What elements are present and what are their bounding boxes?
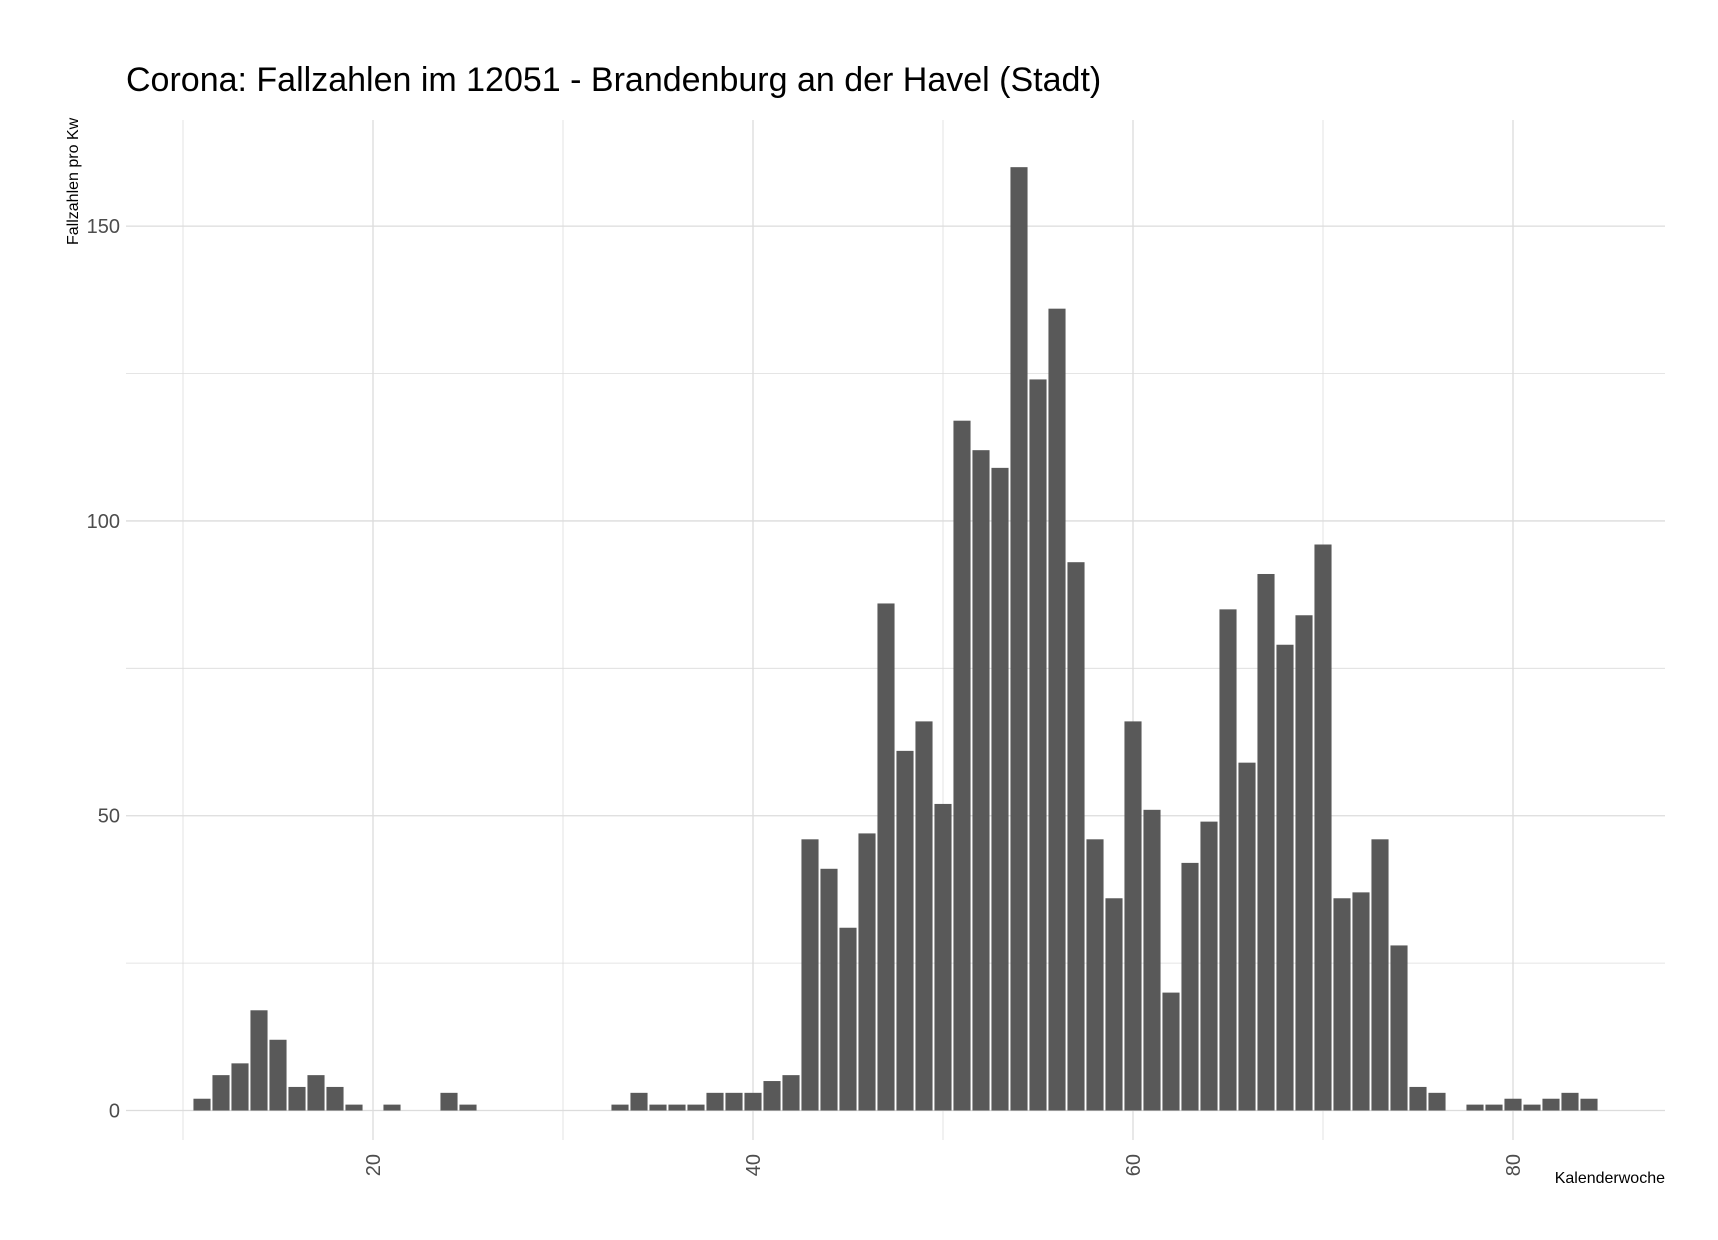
bar <box>1029 379 1047 1111</box>
bar <box>687 1104 705 1111</box>
bar <box>1295 615 1313 1111</box>
x-tick-label: 20 <box>363 1154 385 1176</box>
bar <box>649 1104 667 1111</box>
y-tick-label: 0 <box>109 1101 120 1123</box>
bar <box>725 1092 743 1111</box>
x-axis-label: Kalenderwoche <box>1555 1170 1665 1187</box>
grid-layer <box>126 120 1665 1140</box>
bar <box>1105 898 1123 1111</box>
bar <box>1257 573 1275 1111</box>
bar <box>1371 839 1389 1111</box>
bar <box>250 1010 268 1111</box>
bar <box>668 1104 686 1111</box>
bar <box>611 1104 629 1111</box>
bar <box>1200 821 1218 1111</box>
bar <box>1048 308 1066 1111</box>
bar <box>1276 644 1294 1111</box>
bar <box>782 1075 800 1111</box>
bar <box>1390 945 1408 1111</box>
bar <box>1143 809 1161 1111</box>
bar <box>763 1081 781 1111</box>
bar <box>896 750 914 1111</box>
tick-labels-layer: 0 50 100 150 20 40 60 80 <box>87 216 1525 1176</box>
bar <box>991 467 1009 1111</box>
bar <box>326 1086 344 1111</box>
bar <box>1010 167 1028 1111</box>
bar <box>440 1092 458 1111</box>
bar <box>1466 1104 1484 1111</box>
bar <box>1352 892 1370 1111</box>
bar <box>1561 1092 1579 1111</box>
bar <box>1333 898 1351 1111</box>
bar <box>1238 762 1256 1111</box>
bar <box>1523 1104 1541 1111</box>
bar <box>1219 609 1237 1111</box>
x-tick-label: 80 <box>1503 1154 1525 1176</box>
bar <box>193 1098 211 1111</box>
bar <box>307 1075 325 1111</box>
bar <box>934 803 952 1111</box>
bar <box>1086 839 1104 1111</box>
bar <box>1504 1098 1522 1111</box>
bar <box>858 833 876 1111</box>
bar <box>1409 1086 1427 1111</box>
bar <box>383 1104 401 1111</box>
bar <box>630 1092 648 1111</box>
bar <box>1314 544 1332 1111</box>
bar <box>820 868 838 1111</box>
bar <box>1485 1104 1503 1111</box>
bar <box>1580 1098 1598 1111</box>
y-axis-label: Fallzahlen pro Kw <box>65 117 82 245</box>
bar <box>1162 992 1180 1111</box>
bar <box>212 1075 230 1111</box>
bar <box>231 1063 249 1111</box>
bar <box>288 1086 306 1111</box>
bar <box>1067 562 1085 1111</box>
bar <box>1542 1098 1560 1111</box>
bar <box>744 1092 762 1111</box>
y-tick-label: 150 <box>87 216 120 238</box>
bar <box>972 450 990 1111</box>
bar <box>1181 862 1199 1111</box>
bar <box>915 721 933 1111</box>
bar <box>839 927 857 1111</box>
bar <box>459 1104 477 1111</box>
bar <box>1124 721 1142 1111</box>
bars-layer <box>193 167 1598 1111</box>
bar <box>953 420 971 1111</box>
bar <box>801 839 819 1111</box>
chart-title: Corona: Fallzahlen im 12051 - Brandenbur… <box>126 61 1101 99</box>
x-tick-label: 40 <box>743 1154 765 1176</box>
bar <box>345 1104 363 1111</box>
bar <box>269 1039 287 1111</box>
y-tick-label: 50 <box>98 806 120 828</box>
bar <box>706 1092 724 1111</box>
x-tick-label: 60 <box>1123 1154 1145 1176</box>
y-tick-label: 100 <box>87 511 120 533</box>
bar <box>877 603 895 1111</box>
bar <box>1428 1092 1446 1111</box>
